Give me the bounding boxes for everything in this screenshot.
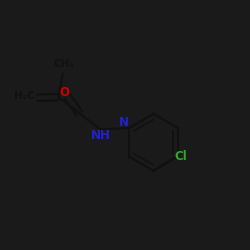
Text: CH₃: CH₃ (54, 59, 74, 69)
Text: H₂C: H₂C (14, 92, 35, 102)
Text: N: N (119, 116, 129, 129)
Text: NH: NH (90, 129, 110, 142)
Text: Cl: Cl (175, 150, 188, 163)
Text: O: O (60, 86, 70, 99)
